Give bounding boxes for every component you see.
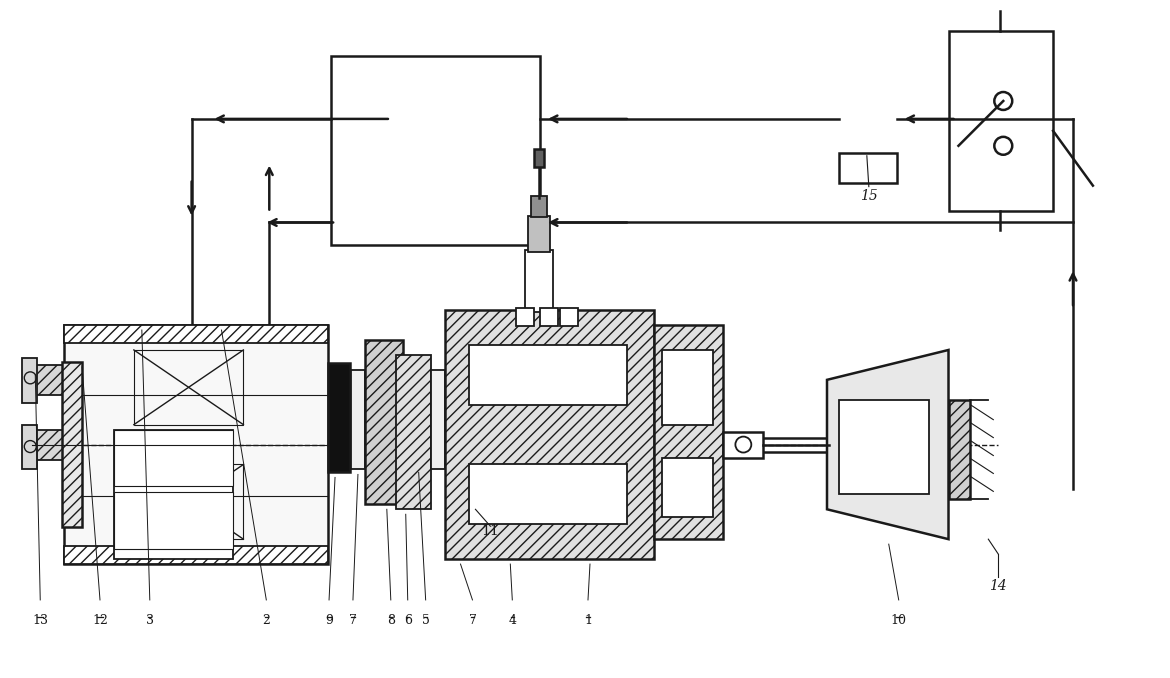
Text: 2: 2 bbox=[262, 614, 270, 627]
Bar bbox=[839, 400, 929, 494]
Bar bbox=[516, 308, 535, 326]
Bar bbox=[541, 308, 558, 326]
Bar bbox=[723, 432, 763, 458]
Bar bbox=[113, 430, 234, 559]
Bar bbox=[62, 362, 82, 527]
Text: 10: 10 bbox=[890, 614, 907, 627]
Bar bbox=[535, 148, 544, 167]
Text: 12: 12 bbox=[92, 614, 108, 627]
Bar bbox=[113, 430, 234, 486]
Text: 5: 5 bbox=[421, 614, 429, 627]
Bar bbox=[839, 153, 896, 182]
Text: 7: 7 bbox=[349, 614, 357, 627]
Bar bbox=[113, 492, 234, 549]
Text: 11: 11 bbox=[482, 524, 500, 538]
Bar bbox=[365, 340, 402, 504]
Bar bbox=[351, 370, 365, 469]
Text: 14: 14 bbox=[990, 579, 1007, 593]
Text: 9: 9 bbox=[325, 614, 333, 627]
Bar bbox=[662, 458, 714, 517]
Bar bbox=[22, 424, 37, 469]
Text: 4: 4 bbox=[508, 614, 516, 627]
Bar bbox=[22, 358, 37, 403]
Circle shape bbox=[736, 437, 751, 452]
Bar bbox=[469, 464, 627, 524]
Text: 1: 1 bbox=[584, 614, 592, 627]
Bar bbox=[662, 350, 714, 424]
Bar bbox=[64, 325, 328, 343]
Text: 8: 8 bbox=[387, 614, 394, 627]
Bar bbox=[949, 31, 1053, 211]
Bar bbox=[328, 363, 350, 473]
Bar bbox=[525, 250, 553, 312]
Bar bbox=[33, 365, 67, 395]
Bar bbox=[133, 464, 243, 539]
Text: 15: 15 bbox=[860, 188, 878, 203]
Text: 13: 13 bbox=[33, 614, 48, 627]
Bar bbox=[64, 546, 328, 564]
Bar bbox=[395, 355, 431, 509]
Bar bbox=[531, 195, 548, 218]
Bar bbox=[560, 308, 578, 326]
Text: 3: 3 bbox=[146, 614, 153, 627]
Bar bbox=[949, 400, 970, 499]
Bar bbox=[528, 216, 550, 252]
Bar bbox=[469, 345, 627, 405]
Bar bbox=[445, 310, 654, 559]
Text: 7: 7 bbox=[468, 614, 476, 627]
Bar bbox=[405, 400, 433, 467]
Polygon shape bbox=[827, 350, 949, 539]
Bar bbox=[331, 56, 541, 245]
Bar bbox=[431, 370, 445, 469]
Bar bbox=[133, 350, 243, 424]
Bar bbox=[64, 325, 328, 564]
Bar bbox=[33, 430, 67, 460]
Text: 6: 6 bbox=[404, 614, 412, 627]
Bar bbox=[654, 325, 723, 539]
